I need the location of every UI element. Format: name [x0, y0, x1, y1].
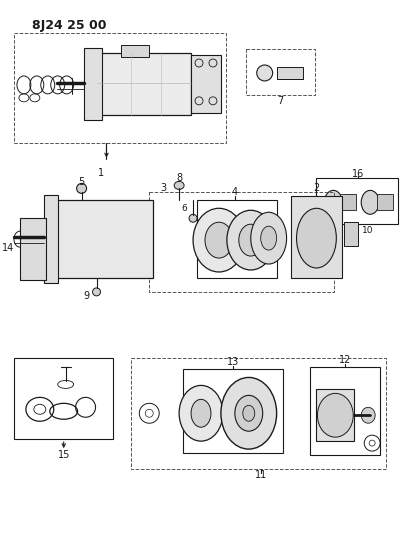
Bar — [197, 200, 277, 278]
Ellipse shape — [189, 214, 197, 222]
Bar — [183, 369, 283, 453]
Text: 6: 6 — [181, 204, 187, 213]
Bar — [14, 33, 226, 143]
Ellipse shape — [205, 222, 233, 258]
Ellipse shape — [77, 183, 87, 193]
Bar — [311, 367, 380, 455]
Bar — [344, 222, 358, 246]
Bar — [131, 358, 386, 469]
Ellipse shape — [361, 190, 379, 214]
Ellipse shape — [227, 211, 275, 270]
Bar — [83, 48, 102, 120]
Ellipse shape — [221, 377, 277, 449]
Ellipse shape — [239, 224, 263, 256]
Text: 16: 16 — [352, 169, 364, 180]
Text: 7: 7 — [277, 96, 284, 106]
Ellipse shape — [318, 393, 353, 437]
Ellipse shape — [296, 208, 336, 268]
Ellipse shape — [174, 181, 184, 189]
Ellipse shape — [179, 385, 223, 441]
Bar — [96, 53, 191, 115]
Bar — [340, 195, 356, 211]
Bar — [290, 196, 342, 278]
Bar — [277, 67, 303, 79]
Text: 9: 9 — [83, 291, 90, 301]
Text: 11: 11 — [255, 470, 267, 480]
Text: 3: 3 — [160, 183, 166, 193]
Ellipse shape — [193, 208, 245, 272]
Text: 8J24 25 00: 8J24 25 00 — [32, 19, 107, 32]
Bar — [191, 55, 221, 113]
Ellipse shape — [191, 399, 211, 427]
Text: 2: 2 — [313, 183, 320, 193]
Ellipse shape — [324, 190, 342, 214]
Text: 5: 5 — [79, 177, 85, 188]
Text: 1: 1 — [98, 168, 104, 179]
Text: 14: 14 — [2, 243, 14, 253]
Text: 15: 15 — [58, 450, 70, 460]
Ellipse shape — [243, 405, 255, 421]
Ellipse shape — [261, 226, 277, 250]
Bar — [44, 196, 58, 283]
Bar — [316, 179, 398, 224]
Bar — [54, 200, 153, 278]
Bar — [149, 192, 335, 292]
Text: 12: 12 — [339, 354, 352, 365]
Ellipse shape — [361, 407, 375, 423]
Ellipse shape — [251, 212, 287, 264]
Bar — [377, 195, 393, 211]
Ellipse shape — [235, 395, 263, 431]
Text: 4: 4 — [232, 188, 238, 197]
Bar — [122, 45, 149, 57]
Ellipse shape — [93, 288, 100, 296]
Bar — [316, 390, 354, 441]
Text: 8: 8 — [176, 173, 182, 183]
Bar — [14, 358, 113, 439]
Bar — [246, 49, 315, 95]
Bar — [20, 218, 46, 280]
Text: 13: 13 — [227, 357, 239, 367]
Ellipse shape — [257, 65, 273, 81]
Text: 10: 10 — [362, 225, 374, 235]
